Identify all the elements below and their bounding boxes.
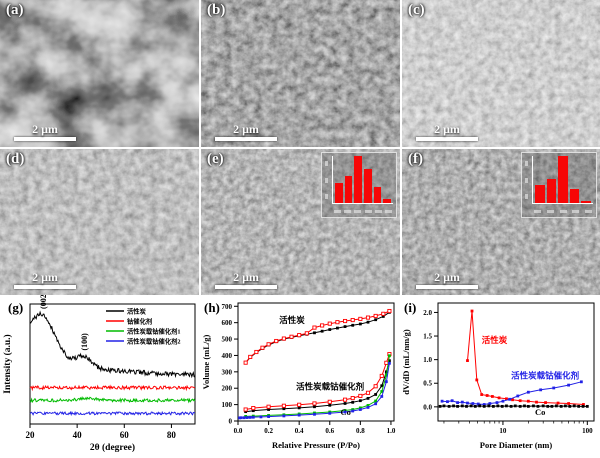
svg-text:Co: Co (535, 407, 545, 417)
svg-text:200: 200 (222, 385, 233, 393)
sem-texture-d (0, 149, 199, 295)
svg-text:500: 500 (222, 336, 233, 344)
scale-bar: 2 μm (416, 123, 478, 141)
inset-y-tick-smudges (325, 161, 328, 199)
scale-bar: 2 μm (215, 271, 277, 289)
svg-text:Pore Diameter (nm): Pore Diameter (nm) (480, 440, 553, 450)
inset-x-tick-smudges (534, 210, 592, 213)
svg-text:1.0: 1.0 (387, 427, 396, 435)
svg-text:300: 300 (222, 368, 233, 376)
scale-bar-line (416, 137, 478, 141)
scale-bar-line (14, 137, 76, 141)
svg-text:0: 0 (229, 418, 233, 426)
svg-text:活性炭载钴催化剂2: 活性炭载钴催化剂2 (127, 336, 181, 345)
scale-bar: 2 μm (14, 271, 76, 289)
svg-text:0.4: 0.4 (295, 427, 304, 435)
svg-text:0.5: 0.5 (423, 380, 432, 388)
pore-distribution-chart-panel: 0.0 0.5 1.0 1.5 2.0 10 100 Pore Diameter (nm) dV… (400, 295, 600, 458)
sem-texture-a (0, 0, 199, 147)
svg-text:0.0: 0.0 (423, 403, 432, 411)
svg-text:活性炭载钴催化剂1: 活性炭载钴催化剂1 (127, 326, 181, 335)
svg-text:1.0: 1.0 (423, 356, 432, 364)
inset-x-tick-smudges (334, 210, 392, 213)
sem-image-grid: (a) 2 μm (b) 2 μm (c) 2 μm (d) (0, 0, 600, 295)
scale-bar-text: 2 μm (233, 122, 259, 136)
scale-bar-line (14, 285, 76, 289)
inset-y-tick-smudges (525, 161, 528, 199)
panel-label-b: (b) (207, 2, 226, 18)
sem-texture-c (402, 0, 600, 147)
panel-label-c: (c) (408, 2, 425, 18)
svg-text:活性炭: 活性炭 (482, 335, 508, 345)
panel-label-a: (a) (6, 2, 24, 18)
sem-panel-a: (a) 2 μm (0, 0, 199, 147)
svg-text:(100): (100) (80, 333, 89, 351)
scale-bar: 2 μm (215, 123, 277, 141)
svg-text:20: 20 (26, 430, 36, 440)
svg-text:2.0: 2.0 (423, 309, 432, 317)
svg-text:60: 60 (120, 430, 130, 440)
svg-text:Intensity (a.u.): Intensity (a.u.) (2, 334, 13, 393)
svg-text:700: 700 (222, 303, 233, 311)
scale-bar: 2 μm (14, 123, 76, 141)
scale-bar-line (215, 285, 277, 289)
inset-bars (332, 156, 393, 204)
panel-label-e: (e) (207, 151, 224, 167)
sem-panel-d: (d) 2 μm (0, 149, 199, 295)
xrd-chart-panel: 20 40 60 80 2θ (degree) Intensity (a.u.) 活性炭 钴催… (0, 295, 200, 458)
panel-label-d: (d) (6, 151, 25, 167)
charts-row: 20 40 60 80 2θ (degree) Intensity (a.u.) 活性炭 钴催… (0, 295, 600, 458)
scale-bar-text: 2 μm (233, 270, 259, 284)
scale-bar-text: 2 μm (434, 270, 460, 284)
svg-text:活性炭载钴催化剂: 活性炭载钴催化剂 (296, 381, 364, 391)
svg-text:dV/dD (mL/nm/g): dV/dD (mL/nm/g) (401, 329, 411, 395)
svg-text:80: 80 (167, 430, 177, 440)
svg-text:活性炭: 活性炭 (279, 315, 305, 325)
svg-text:40: 40 (73, 430, 83, 440)
svg-text:活性炭载钴催化剂: 活性炭载钴催化剂 (511, 371, 579, 381)
sem-panel-f: (f) 2 μm (402, 149, 600, 295)
panel-label-f: (f) (408, 151, 423, 167)
inset-bars (532, 156, 593, 204)
svg-text:0.2: 0.2 (264, 427, 273, 435)
svg-text:600: 600 (222, 319, 233, 327)
svg-text:1.5: 1.5 (423, 333, 432, 341)
particle-size-histogram-inset (321, 152, 397, 218)
isotherm-chart-svg: 0 100 200 300 400 500 600 700 0.0 0.2 0.4 0.6 0.8 1.0… (201, 300, 396, 450)
xrd-chart-svg: 20 40 60 80 2θ (degree) Intensity (a.u.) 活性炭钴催… (2, 295, 196, 453)
scale-bar-text: 2 μm (32, 270, 58, 284)
scale-bar: 2 μm (416, 271, 478, 289)
svg-text:400: 400 (222, 352, 233, 360)
scale-bar-line (416, 285, 478, 289)
scale-bar-text: 2 μm (434, 122, 460, 136)
svg-text:(g): (g) (8, 300, 23, 315)
scale-bar-line (215, 137, 277, 141)
svg-text:钴催化剂: 钴催化剂 (127, 316, 152, 325)
svg-text:100: 100 (582, 427, 593, 435)
svg-text:Co: Co (340, 407, 350, 417)
svg-text:0.6: 0.6 (325, 427, 334, 435)
svg-text:活性炭: 活性炭 (127, 306, 147, 315)
particle-size-histogram-inset (521, 152, 597, 218)
svg-text:0.0: 0.0 (234, 427, 243, 435)
svg-text:2θ (degree): 2θ (degree) (90, 442, 135, 453)
svg-text:(i): (i) (404, 300, 416, 315)
sem-panel-e: (e) 2 μm (201, 149, 400, 295)
svg-text:(002): (002) (39, 295, 48, 309)
sem-panel-b: (b) 2 μm (201, 0, 400, 147)
svg-text:100: 100 (222, 401, 233, 409)
svg-text:Relative Pressure (P/Po): Relative Pressure (P/Po) (272, 440, 360, 450)
sem-texture-b (201, 0, 400, 147)
svg-text:(h): (h) (204, 300, 220, 315)
svg-text:10: 10 (499, 427, 507, 435)
sem-panel-c: (c) 2 μm (402, 0, 600, 147)
svg-text:Volume (mL/g): Volume (mL/g) (201, 334, 211, 389)
pore-distribution-chart-svg: 0.0 0.5 1.0 1.5 2.0 10 100 Pore Diameter (nm) dV… (401, 300, 595, 450)
isotherm-chart-panel: 0 100 200 300 400 500 600 700 0.0 0.2 0.4 0.6 0.8 1.0… (200, 295, 400, 458)
scale-bar-text: 2 μm (32, 122, 58, 136)
svg-text:0.8: 0.8 (356, 427, 365, 435)
